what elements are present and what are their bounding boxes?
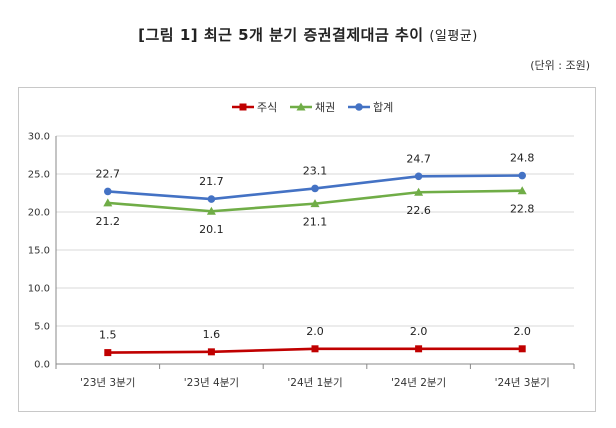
data-point-합계: [311, 184, 319, 193]
x-tick-label: '23년 4분기: [184, 377, 239, 389]
data-label-주식: 1.6: [203, 328, 221, 341]
chart-title-suffix: (일평균): [429, 29, 478, 44]
data-point-주식: [415, 345, 423, 353]
y-tick-label: 5.0: [34, 322, 50, 333]
chart-title-main: [그림 1] 최근 5개 분기 증권결제대금 추이: [138, 26, 424, 44]
data-point-합계: [414, 172, 423, 181]
data-point-legend-주식: [239, 103, 247, 111]
data-point-legend-채권: [296, 102, 306, 111]
data-point-채권: [206, 206, 216, 215]
x-tick-label: '24년 3분기: [495, 377, 550, 389]
data-point-채권: [414, 187, 424, 196]
data-point-주식: [518, 345, 526, 353]
data-point-주식: [311, 345, 319, 353]
data-point-합계: [104, 187, 112, 196]
y-tick-label: 30.0: [28, 132, 50, 143]
x-tick-label: '24년 2분기: [391, 377, 446, 389]
data-point-채권: [310, 199, 320, 208]
data-label-채권: 20.1: [199, 223, 224, 236]
data-label-주식: 2.0: [410, 325, 428, 338]
y-tick-label: 10.0: [28, 284, 50, 295]
data-label-합계: 23.1: [303, 164, 328, 177]
legend-label-합계: 합계: [373, 101, 393, 114]
x-tick-label: '23년 3분기: [80, 377, 135, 389]
data-point-주식: [104, 349, 112, 357]
data-label-합계: 24.8: [510, 152, 535, 165]
legend-label-채권: 채권: [315, 101, 335, 114]
x-tick-label: '24년 1분기: [287, 377, 342, 389]
data-label-합계: 24.7: [406, 152, 431, 165]
y-tick-label: 20.0: [28, 208, 50, 219]
legend-label-주식: 주식: [257, 101, 277, 114]
y-tick-label: 15.0: [28, 246, 50, 257]
y-tick-label: 25.0: [28, 170, 50, 181]
data-label-주식: 2.0: [306, 325, 324, 338]
data-label-합계: 22.7: [96, 167, 121, 180]
data-label-채권: 22.8: [510, 203, 535, 216]
data-label-합계: 21.7: [199, 175, 224, 188]
data-label-채권: 21.2: [96, 215, 121, 228]
data-label-채권: 22.6: [406, 204, 431, 217]
data-label-주식: 1.5: [99, 329, 117, 342]
data-point-legend-합계: [355, 103, 363, 111]
chart-frame: [18, 87, 596, 412]
data-label-주식: 2.0: [513, 325, 531, 338]
data-point-채권: [517, 186, 527, 195]
data-point-합계: [518, 171, 526, 180]
data-point-주식: [207, 348, 215, 356]
data-point-채권: [103, 198, 113, 207]
data-label-채권: 21.1: [303, 216, 328, 229]
data-point-합계: [207, 195, 216, 203]
y-tick-label: 0.0: [34, 360, 50, 371]
unit-label: (단위 : 조원): [530, 59, 590, 72]
chart-title: [그림 1] 최근 5개 분기 증권결제대금 추이 (일평균): [0, 24, 616, 45]
